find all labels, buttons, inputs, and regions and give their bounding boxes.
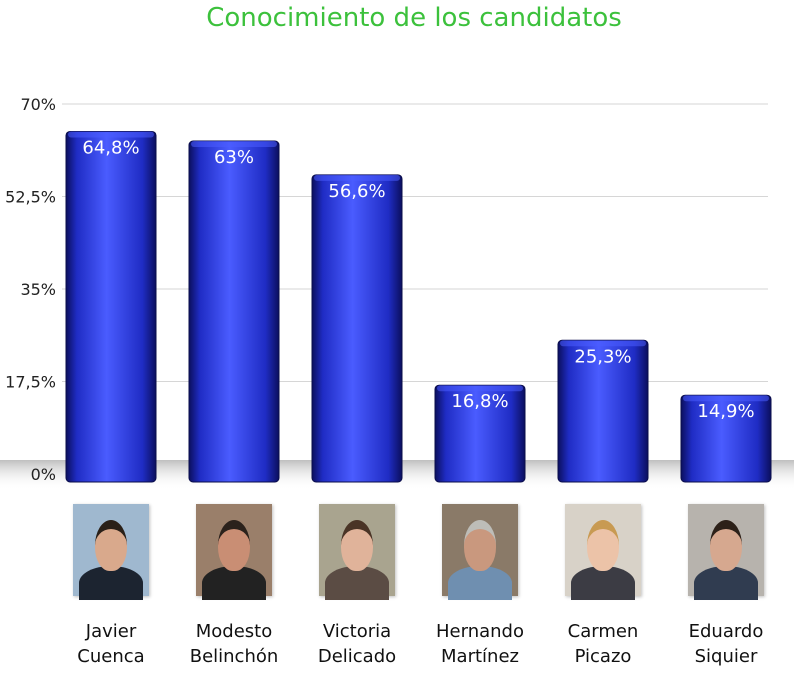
- bar-top-highlight: [314, 174, 400, 181]
- candidate-name: Eduardo Siquier: [661, 619, 791, 669]
- y-axis: 0% 17,5% 35% 52,5% 70%: [5, 95, 56, 484]
- bar-group: 14,9%: [680, 394, 772, 483]
- bar-top-highlight: [683, 395, 769, 402]
- bar-group: 25,3%: [557, 339, 649, 483]
- candidate-name: Hernando Martínez: [415, 619, 545, 669]
- candidate-first-name: Carmen: [567, 621, 639, 642]
- photo-shoulders: [694, 566, 758, 600]
- candidate-first-name: Victoria: [322, 621, 392, 642]
- y-tick-label: 35%: [20, 280, 56, 299]
- bar-top-highlight: [560, 340, 646, 347]
- y-tick-label: 17,5%: [5, 373, 56, 392]
- candidate-name: Javier Cuenca: [46, 619, 176, 669]
- bar-value-label: 56,6%: [328, 181, 385, 202]
- bar-top-highlight: [68, 131, 154, 138]
- photo-face: [464, 520, 496, 571]
- y-tick-label: 70%: [20, 95, 56, 114]
- photo-of-eduardo-siquier: [688, 504, 764, 600]
- photo-face: [710, 520, 742, 571]
- candidate-name: Victoria Delicado: [292, 619, 422, 669]
- photo-of-victoria-delicado: [319, 504, 395, 600]
- photo-shoulders: [448, 566, 512, 600]
- y-tick-label: 52,5%: [5, 188, 56, 207]
- candidate-last-name: Belinchón: [189, 646, 279, 667]
- candidate-first-name: Javier: [85, 621, 137, 642]
- candidate-last-name: Cuenca: [77, 646, 145, 667]
- candidate-last-name: Delicado: [317, 646, 397, 667]
- candidate-name: Carmen Picazo: [538, 619, 668, 669]
- candidate-first-name: Eduardo: [688, 621, 764, 642]
- bar-top-highlight: [437, 385, 523, 392]
- bar: [311, 174, 403, 483]
- photo-of-modesto-belinchon: [196, 504, 272, 600]
- candidate-first-name: Modesto: [195, 621, 273, 642]
- photo-shoulders: [571, 566, 635, 600]
- photo-shoulders: [79, 566, 143, 600]
- photo-face: [341, 520, 373, 571]
- bar-top-highlight: [191, 141, 277, 147]
- photo-shoulders: [202, 566, 266, 600]
- candidate-last-name: Siquier: [694, 646, 758, 667]
- photo-face: [218, 520, 250, 571]
- candidate-name: Modesto Belinchón: [169, 619, 299, 669]
- photo-of-carmen-picazo: [565, 504, 641, 600]
- bar-group: 16,8%: [434, 384, 526, 483]
- bar: [188, 140, 280, 483]
- candidate-first-name: Hernando: [436, 621, 524, 642]
- bar: [65, 130, 157, 483]
- photo-of-javier-cuenca: [73, 504, 149, 600]
- bar-group: 64,8%: [65, 130, 157, 483]
- photo-of-hernando-martinez: [442, 504, 518, 600]
- bar-value-label: 25,3%: [574, 346, 631, 367]
- bar-group: 56,6%: [311, 174, 403, 483]
- bar-value-label: 16,8%: [451, 391, 508, 412]
- bar-value-label: 64,8%: [82, 137, 139, 158]
- candidate-last-name: Picazo: [574, 646, 632, 667]
- candidate-last-name: Martínez: [441, 646, 519, 667]
- bar-series: 64,8% 63% 56,6% 16,8% 25,3% 14,9%: [65, 130, 772, 483]
- bar-value-label: 63%: [214, 147, 254, 168]
- bar-group: 63%: [188, 140, 280, 483]
- y-tick-label: 0%: [31, 465, 56, 484]
- chart-title: Conocimiento de los candidatos: [206, 3, 622, 33]
- photo-face: [95, 520, 127, 571]
- bar-value-label: 14,9%: [697, 401, 754, 422]
- photo-face: [587, 520, 619, 571]
- photo-shoulders: [325, 566, 389, 600]
